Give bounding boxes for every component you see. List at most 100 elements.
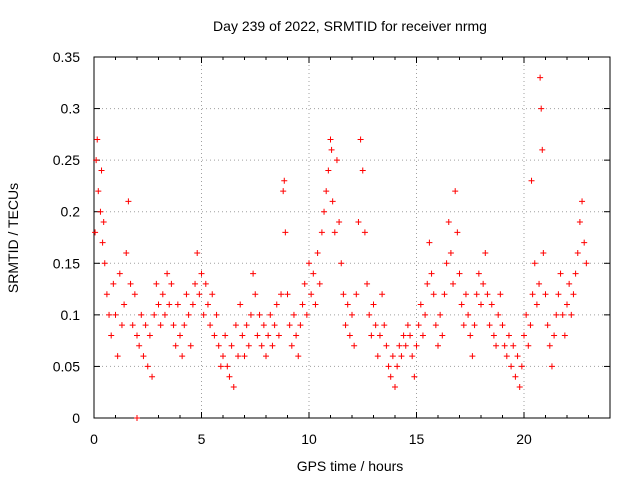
data-point [92, 229, 99, 236]
data-point [447, 249, 454, 256]
data-point [129, 322, 136, 329]
data-point [95, 188, 102, 195]
data-point [211, 332, 218, 339]
data-point [280, 188, 287, 195]
data-point [516, 384, 523, 391]
data-point [207, 322, 214, 329]
data-point [368, 332, 375, 339]
data-point [265, 332, 272, 339]
data-point [243, 322, 250, 329]
data-point [164, 270, 171, 277]
data-point [209, 291, 216, 298]
data-point [462, 291, 469, 298]
data-point [100, 219, 107, 226]
data-point [114, 353, 121, 360]
data-point [525, 342, 532, 349]
data-point [247, 311, 254, 318]
y-tick-label: 0.05 [53, 358, 80, 374]
data-point [460, 322, 467, 329]
x-tick-label: 20 [516, 431, 532, 447]
data-point [398, 353, 405, 360]
data-point [99, 239, 106, 246]
data-point [454, 229, 461, 236]
data-point [521, 332, 527, 339]
data-point [194, 249, 201, 256]
data-point [428, 270, 435, 277]
data-point [392, 384, 398, 391]
data-point [98, 167, 105, 174]
data-point [437, 311, 444, 318]
data-point [202, 280, 209, 287]
data-point [546, 342, 553, 349]
data-point [121, 301, 128, 308]
data-point [435, 342, 441, 349]
data-point [456, 270, 463, 277]
data-point [278, 291, 285, 298]
data-point [123, 249, 130, 256]
data-point [187, 342, 194, 349]
y-tick-label: 0.25 [53, 152, 80, 168]
data-point [542, 291, 549, 298]
data-point [142, 322, 149, 329]
y-tick-label: 0.2 [61, 204, 81, 220]
data-point [131, 291, 138, 298]
data-point [161, 311, 168, 318]
data-point [224, 363, 231, 370]
data-point [484, 291, 491, 298]
data-point [174, 301, 181, 308]
data-point [192, 280, 199, 287]
data-point [112, 311, 119, 318]
data-point [430, 291, 437, 298]
data-point [488, 301, 495, 308]
data-point [230, 384, 237, 391]
data-point [372, 322, 379, 329]
data-point [254, 332, 261, 339]
data-point [258, 342, 265, 349]
data-point [269, 342, 276, 349]
data-point [533, 301, 540, 308]
data-point [245, 342, 252, 349]
data-point [411, 373, 418, 380]
data-point [495, 311, 502, 318]
data-point [140, 353, 147, 360]
data-point [531, 260, 538, 267]
data-point [469, 353, 476, 360]
data-point [232, 322, 239, 329]
x-tick-label: 0 [90, 431, 98, 447]
data-point [250, 270, 257, 277]
data-point [172, 342, 179, 349]
data-point [342, 322, 349, 329]
data-point [359, 167, 366, 174]
data-point [379, 291, 386, 298]
data-point [177, 332, 183, 339]
data-point [441, 291, 448, 298]
data-point [299, 301, 306, 308]
data-point [561, 332, 568, 339]
data-point [321, 208, 328, 215]
data-point [308, 291, 315, 298]
data-point [537, 74, 544, 81]
data-point [153, 280, 160, 287]
data-point [108, 332, 115, 339]
data-point [215, 342, 222, 349]
data-point [503, 353, 510, 360]
data-point [166, 301, 173, 308]
chart-title: Day 239 of 2022, SRMTID for receiver nrm… [213, 18, 487, 34]
data-point [482, 249, 489, 256]
data-point [396, 342, 403, 349]
data-point [538, 105, 545, 112]
data-point [473, 291, 480, 298]
data-point [127, 280, 134, 287]
data-point [267, 311, 274, 318]
data-point [452, 188, 459, 195]
data-point [404, 322, 411, 329]
data-point [540, 249, 547, 256]
data-point [501, 342, 508, 349]
data-point [529, 291, 536, 298]
data-point [312, 301, 319, 308]
data-point [306, 260, 312, 267]
data-point [144, 363, 151, 370]
data-point [110, 280, 117, 287]
data-point [576, 219, 583, 226]
